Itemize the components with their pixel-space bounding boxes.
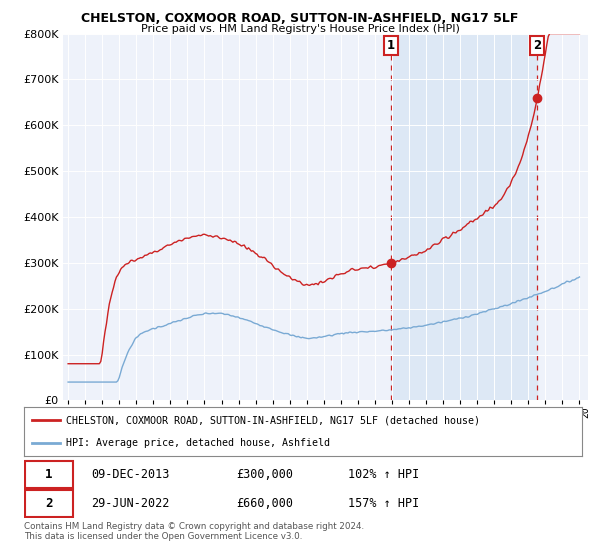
Text: 2: 2 (533, 39, 541, 52)
Text: Contains HM Land Registry data © Crown copyright and database right 2024.
This d: Contains HM Land Registry data © Crown c… (24, 522, 364, 542)
Bar (391, 34, 536, 400)
Text: 09-DEC-2013: 09-DEC-2013 (91, 468, 169, 481)
Text: HPI: Average price, detached house, Ashfield: HPI: Average price, detached house, Ashf… (66, 438, 330, 448)
FancyBboxPatch shape (25, 461, 73, 488)
Text: 2: 2 (45, 497, 52, 510)
Text: 29-JUN-2022: 29-JUN-2022 (91, 497, 169, 510)
Text: 1: 1 (386, 39, 395, 52)
Text: Price paid vs. HM Land Registry's House Price Index (HPI): Price paid vs. HM Land Registry's House … (140, 24, 460, 34)
Text: 102% ↑ HPI: 102% ↑ HPI (347, 468, 419, 481)
FancyBboxPatch shape (25, 490, 73, 517)
Text: 157% ↑ HPI: 157% ↑ HPI (347, 497, 419, 510)
Text: £300,000: £300,000 (236, 468, 293, 481)
Text: £660,000: £660,000 (236, 497, 293, 510)
Text: 1: 1 (45, 468, 52, 481)
Text: CHELSTON, COXMOOR ROAD, SUTTON-IN-ASHFIELD, NG17 5LF (detached house): CHELSTON, COXMOOR ROAD, SUTTON-IN-ASHFIE… (66, 416, 480, 426)
Text: CHELSTON, COXMOOR ROAD, SUTTON-IN-ASHFIELD, NG17 5LF: CHELSTON, COXMOOR ROAD, SUTTON-IN-ASHFIE… (82, 12, 518, 25)
